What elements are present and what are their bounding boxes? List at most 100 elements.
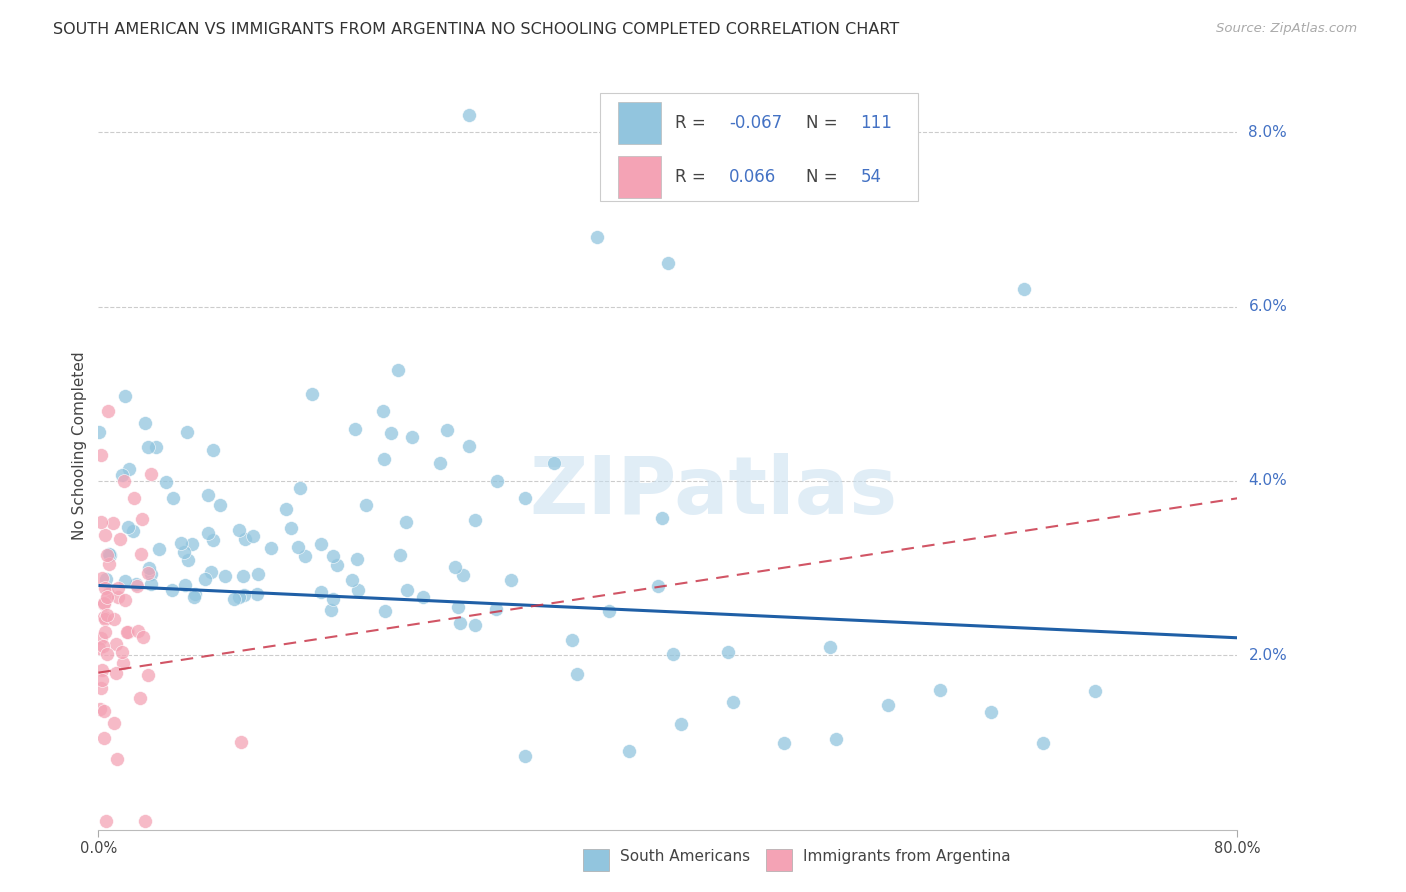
Point: [515, 491, 537, 506]
Text: R =: R =: [675, 114, 710, 132]
Point: [131, 512, 153, 526]
Point: [208, 498, 231, 512]
FancyBboxPatch shape: [617, 156, 661, 198]
Text: 4.0%: 4.0%: [1249, 474, 1286, 488]
Point: [131, 631, 153, 645]
Point: [412, 590, 434, 604]
Point: [115, 625, 138, 640]
Point: [229, 735, 252, 749]
Point: [228, 590, 250, 604]
Point: [389, 548, 412, 562]
Point: [96, 590, 118, 604]
Point: [181, 537, 204, 551]
Point: [90, 448, 112, 462]
Point: [260, 541, 283, 555]
Point: [325, 558, 347, 572]
Point: [141, 567, 163, 582]
Point: [288, 481, 311, 495]
Point: [485, 602, 508, 616]
Point: [447, 599, 470, 614]
Point: [233, 588, 256, 602]
Point: [301, 386, 323, 401]
Point: [233, 532, 256, 546]
Point: [177, 553, 200, 567]
Text: 54: 54: [860, 168, 882, 186]
Point: [246, 587, 269, 601]
Text: SOUTH AMERICAN VS IMMIGRANTS FROM ARGENTINA NO SCHOOLING COMPLETED CORRELATION C: SOUTH AMERICAN VS IMMIGRANTS FROM ARGENT…: [53, 22, 900, 37]
Point: [94, 624, 117, 639]
Point: [127, 579, 149, 593]
Point: [118, 461, 141, 475]
Point: [567, 667, 589, 681]
Point: [114, 389, 136, 403]
Point: [193, 572, 215, 586]
Point: [136, 668, 159, 682]
Point: [346, 552, 368, 566]
Point: [309, 584, 332, 599]
Point: [138, 560, 160, 574]
Point: [98, 548, 121, 562]
Point: [136, 566, 159, 580]
Point: [373, 452, 395, 467]
Point: [111, 467, 134, 482]
Point: [107, 582, 129, 596]
Point: [162, 491, 184, 506]
Point: [94, 527, 117, 541]
Y-axis label: No Schooling Completed: No Schooling Completed: [72, 351, 87, 541]
Point: [91, 640, 114, 654]
Text: 111: 111: [860, 114, 893, 132]
Point: [346, 582, 368, 597]
Point: [96, 607, 118, 622]
Point: [543, 457, 565, 471]
Point: [124, 577, 146, 591]
Point: [91, 663, 114, 677]
Point: [436, 423, 458, 437]
Point: [464, 513, 486, 527]
Point: [141, 467, 163, 481]
Point: [94, 572, 117, 586]
Point: [214, 569, 236, 583]
Point: [97, 586, 120, 600]
Point: [183, 586, 205, 600]
Point: [112, 474, 135, 488]
Point: [90, 571, 112, 585]
Point: [122, 524, 145, 538]
Point: [201, 533, 224, 548]
Point: [373, 604, 395, 618]
Point: [134, 417, 156, 431]
Point: [97, 404, 120, 418]
Point: [247, 567, 270, 582]
Point: [429, 457, 451, 471]
Point: [561, 632, 583, 647]
Point: [155, 475, 177, 489]
Point: [387, 363, 409, 377]
Point: [93, 704, 115, 718]
Point: [657, 256, 679, 270]
Point: [134, 814, 156, 828]
Point: [93, 610, 115, 624]
Point: [453, 567, 475, 582]
Point: [662, 647, 685, 661]
Point: [721, 695, 744, 709]
Point: [138, 440, 160, 454]
Point: [228, 523, 250, 537]
Point: [197, 526, 219, 541]
Point: [449, 615, 471, 630]
Point: [515, 748, 537, 763]
Point: [322, 549, 344, 564]
Point: [395, 582, 418, 597]
Point: [97, 547, 120, 561]
Point: [176, 425, 198, 439]
Point: [928, 683, 950, 698]
Point: [145, 440, 167, 454]
Point: [200, 565, 222, 579]
Text: 0.066: 0.066: [730, 168, 776, 186]
Point: [170, 536, 193, 550]
Point: [1012, 282, 1035, 296]
Point: [105, 752, 128, 766]
Point: [501, 573, 523, 587]
Point: [93, 581, 115, 595]
Point: [232, 569, 254, 583]
Text: ZIPatlas: ZIPatlas: [529, 453, 897, 531]
Point: [127, 624, 149, 638]
